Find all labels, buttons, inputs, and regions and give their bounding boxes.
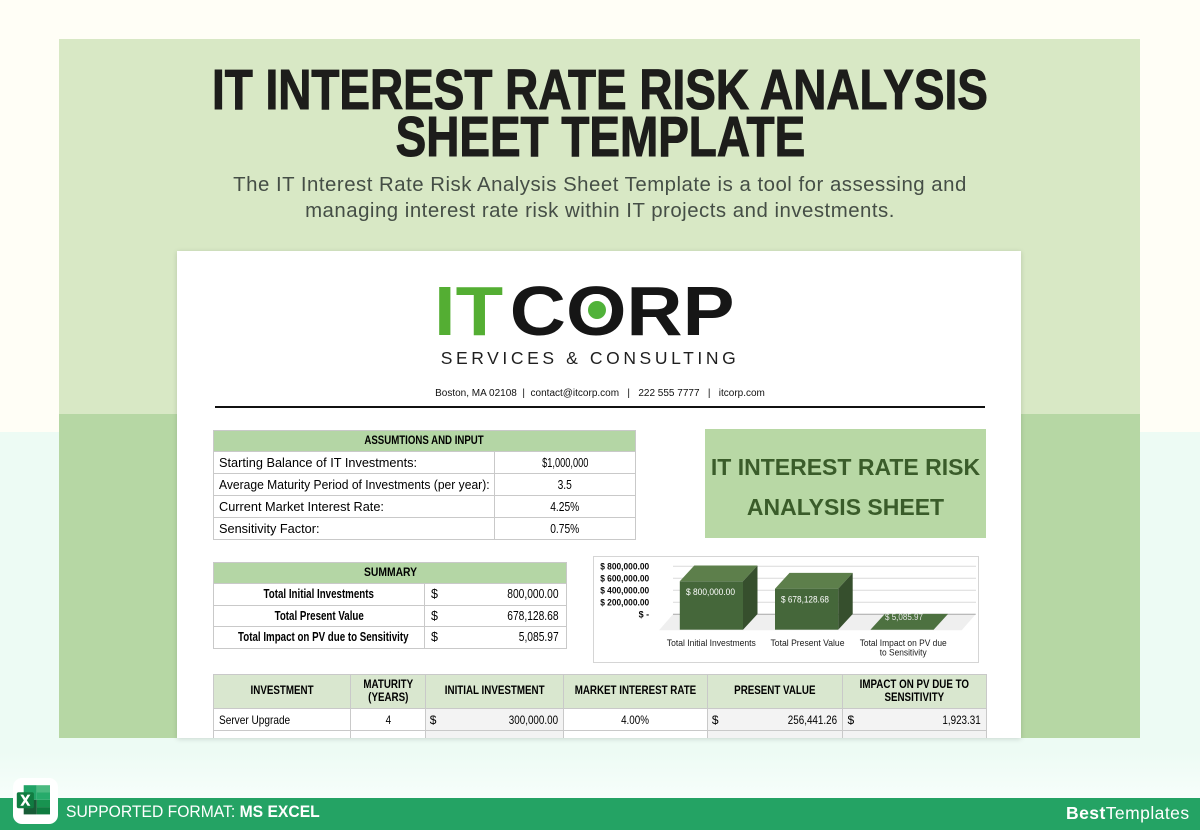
svg-text:$ 600,000.00: $ 600,000.00 bbox=[600, 573, 649, 583]
svg-text:$ 200,000.00: $ 200,000.00 bbox=[600, 597, 649, 607]
svg-text:Total Present Value: Total Present Value bbox=[771, 638, 845, 648]
svg-text:$ -: $ - bbox=[639, 609, 650, 619]
svg-text:$ 800,000.00: $ 800,000.00 bbox=[600, 561, 649, 571]
svg-text:$ 678,128.68: $ 678,128.68 bbox=[781, 595, 829, 606]
svg-text:Total Impact on PV due: Total Impact on PV due bbox=[860, 638, 947, 648]
svg-text:$ 400,000.00: $ 400,000.00 bbox=[600, 585, 649, 595]
svg-text:$ 800,000.00: $ 800,000.00 bbox=[686, 587, 735, 598]
svg-text:$ 5,085.97: $ 5,085.97 bbox=[885, 612, 923, 623]
svg-text:to Sensitivity: to Sensitivity bbox=[880, 648, 927, 658]
svg-text:Total Initial Investments: Total Initial Investments bbox=[667, 638, 756, 648]
